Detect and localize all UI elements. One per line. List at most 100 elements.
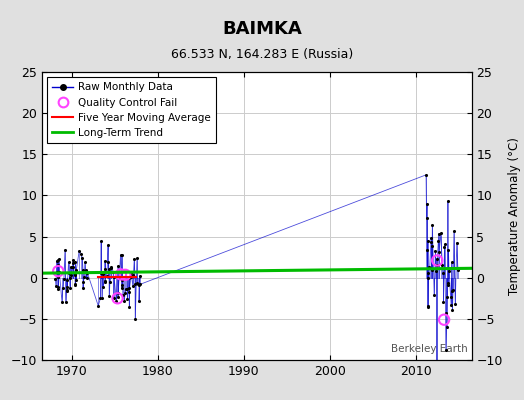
Point (423, 275, 432, 281)
Point (125, 304, 134, 310)
Point (131, 316, 139, 322)
Point (440, 316, 449, 323)
Point (449, 287, 457, 293)
Point (60, 275, 68, 282)
Point (71, 282, 80, 288)
Point (114, 290, 122, 296)
Point (71, 259, 80, 265)
Point (54, 268, 62, 274)
Point (128, 283, 137, 289)
Point (442, 347, 450, 353)
Point (133, 255, 141, 262)
Point (52, 282, 60, 289)
Point (101, 279, 109, 286)
Legend: Raw Monthly Data, Quality Control Fail, Five Year Moving Average, Long-Term Tren: Raw Monthly Data, Quality Control Fail, … (47, 77, 216, 143)
Point (432, 268, 441, 274)
Point (428, 243, 436, 249)
Point (106, 265, 115, 272)
Point (54, 262, 63, 268)
Point (97, 270, 105, 276)
Point (120, 298, 128, 304)
Point (100, 278, 108, 284)
Point (439, 298, 447, 305)
Point (445, 268, 453, 275)
Point (59, 285, 67, 291)
Point (124, 274, 133, 281)
Point (446, 294, 455, 300)
Point (115, 274, 123, 281)
Point (72, 277, 81, 284)
Point (109, 268, 117, 275)
Point (127, 274, 135, 280)
Y-axis label: Temperature Anomaly (°C): Temperature Anomaly (°C) (508, 137, 521, 295)
Point (133, 279, 141, 286)
Point (63, 276, 71, 283)
Point (131, 280, 139, 287)
Point (433, 257, 441, 264)
Point (101, 265, 110, 272)
Point (447, 302, 455, 308)
Point (96, 295, 105, 301)
Point (105, 293, 113, 299)
Point (62, 283, 71, 290)
Point (82, 275, 91, 282)
Point (103, 273, 111, 279)
Point (435, 249, 443, 256)
Point (448, 307, 456, 314)
Point (79, 267, 88, 273)
Point (63, 288, 71, 294)
Point (441, 310, 450, 316)
Point (53, 274, 62, 280)
Point (104, 259, 112, 265)
Point (433, 261, 441, 268)
Point (422, 215, 431, 221)
Point (440, 241, 449, 248)
Point (112, 298, 121, 304)
Point (431, 248, 440, 255)
Point (61, 299, 70, 306)
Point (427, 235, 435, 241)
Point (106, 279, 114, 286)
Point (433, 363, 441, 370)
Point (450, 228, 458, 234)
Point (119, 292, 127, 298)
Point (125, 285, 134, 292)
Point (53, 284, 62, 290)
Point (79, 285, 88, 291)
Point (428, 222, 436, 228)
Point (67, 264, 75, 270)
Point (428, 266, 436, 273)
Point (53, 257, 62, 264)
Point (127, 270, 135, 276)
Point (432, 256, 441, 262)
Point (81, 268, 90, 275)
Point (75, 248, 83, 254)
Point (51, 276, 60, 282)
Point (97, 269, 105, 275)
Point (97, 238, 105, 244)
Point (105, 266, 113, 272)
Point (97, 269, 106, 276)
Point (64, 259, 73, 266)
Point (423, 200, 431, 207)
Point (443, 198, 452, 204)
Point (134, 281, 142, 287)
Point (68, 264, 77, 270)
Point (113, 295, 122, 302)
Point (55, 268, 63, 275)
Point (61, 247, 69, 253)
Point (104, 242, 112, 248)
Point (77, 251, 85, 257)
Point (422, 172, 430, 178)
Point (110, 295, 118, 301)
Point (54, 256, 63, 262)
Point (424, 263, 433, 270)
Point (447, 259, 456, 266)
Point (65, 270, 73, 276)
Point (453, 240, 461, 246)
Point (451, 301, 460, 307)
Point (130, 256, 138, 262)
Point (117, 277, 126, 283)
Point (439, 270, 447, 276)
Point (107, 264, 115, 270)
